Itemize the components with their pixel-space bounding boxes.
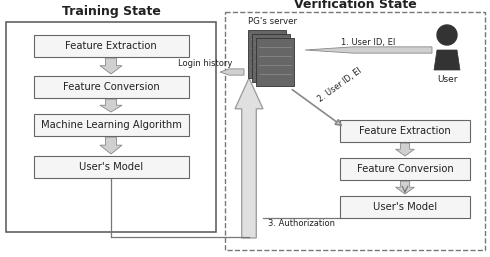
Polygon shape	[100, 99, 122, 112]
Bar	[33, 35, 189, 57]
Circle shape	[437, 25, 457, 45]
Bar	[340, 158, 470, 180]
Bar	[33, 76, 189, 98]
Bar	[256, 38, 294, 86]
Text: 2. User ID, EI: 2. User ID, EI	[316, 66, 363, 104]
Bar	[252, 34, 290, 82]
Text: Feature Conversion: Feature Conversion	[63, 82, 159, 92]
Polygon shape	[395, 181, 415, 194]
Bar	[340, 120, 470, 142]
Polygon shape	[395, 143, 415, 156]
Text: Training State: Training State	[62, 5, 160, 19]
Text: User's Model: User's Model	[79, 162, 143, 172]
Text: User: User	[437, 76, 457, 85]
Bar	[225, 12, 485, 250]
Polygon shape	[434, 50, 460, 70]
Polygon shape	[305, 47, 432, 53]
Text: Feature Extraction: Feature Extraction	[359, 126, 451, 136]
Polygon shape	[100, 58, 122, 74]
Bar	[248, 30, 286, 78]
Text: Machine Learning Algorithm: Machine Learning Algorithm	[41, 120, 181, 130]
Text: User's Model: User's Model	[373, 202, 437, 212]
Text: Verification State: Verification State	[294, 0, 416, 11]
Bar	[33, 156, 189, 178]
Text: PG's server: PG's server	[248, 17, 297, 26]
Text: 1. User ID, EI: 1. User ID, EI	[341, 39, 395, 48]
Bar	[6, 22, 216, 232]
Polygon shape	[100, 137, 122, 154]
Text: 3. Authorization: 3. Authorization	[268, 218, 335, 227]
Bar	[340, 196, 470, 218]
Polygon shape	[235, 78, 263, 238]
Polygon shape	[220, 69, 244, 75]
Text: Feature Extraction: Feature Extraction	[65, 41, 157, 51]
Text: Feature Conversion: Feature Conversion	[357, 164, 453, 174]
Bar	[33, 114, 189, 136]
Text: Login history: Login history	[178, 60, 232, 69]
